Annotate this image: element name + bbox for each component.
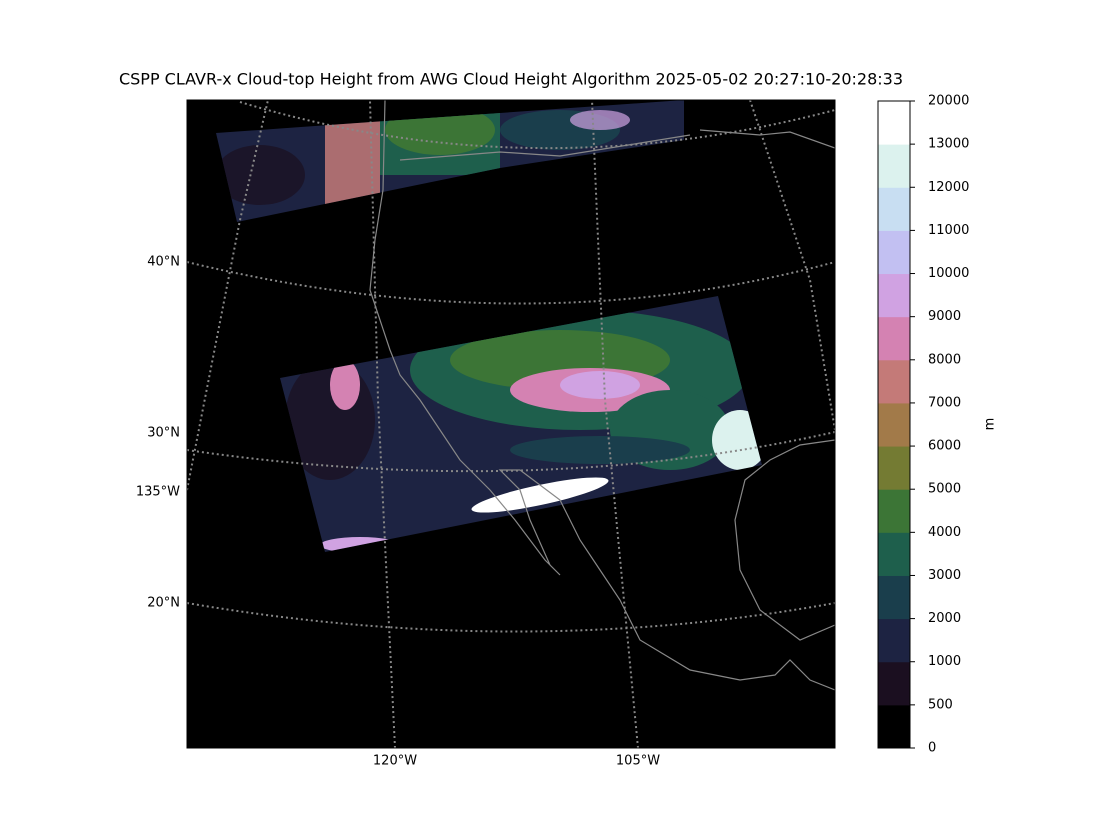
colorbar-tick-label: 5000 [928,482,961,497]
parallel [187,602,835,633]
colorbar-tick-label: 12000 [928,180,969,195]
map [187,100,835,748]
colorbar-tick-label: 13000 [928,137,969,152]
lon-label: 105°W [616,754,660,769]
meridian [749,100,835,431]
colorbar-tick-label: 1000 [928,654,961,669]
colorbar-tick-label: 11000 [928,223,969,238]
colorbar-tick-label: 500 [928,697,953,712]
colorbar-segment [878,144,910,188]
colorbar-segment [878,489,910,533]
colorbar-tick-label: 2000 [928,611,961,626]
coastline [369,100,835,691]
colorbar-tick-label: 7000 [928,395,961,410]
colorbar-segment [878,316,910,361]
parallel [187,431,835,473]
colorbar-tick-label: 3000 [928,568,961,583]
colorbar-segment [878,402,910,447]
lat-label: 20°N [147,596,180,611]
colorbar-segment [878,101,910,145]
lat-label: 40°N [147,255,180,270]
colorbar-tick-label: 0 [928,741,936,756]
colorbar-segment [878,446,910,490]
colorbar-segment [878,187,910,231]
colorbar-tick-label: 6000 [928,439,961,454]
lat-label: 30°N [147,426,180,441]
colorbar: 0 500 1000 2000 3000 4000 5000 6000 7000 8000 9000… [877,94,969,756]
colorbar-segment [878,618,910,663]
meridian [369,100,396,748]
colorbar-segment [878,704,910,749]
colorbar-segment [878,532,910,576]
colorbar-tick-label: 10000 [928,266,969,281]
colorbar-segment [878,661,910,706]
colorbar-tick-label: 4000 [928,525,961,540]
colorbar-frame [877,100,911,749]
colorbar-segment [878,230,910,275]
parallel [187,261,835,305]
colorbar-label: m [983,418,998,431]
colorbar-tick-label: 20000 [928,94,969,109]
colorbar-segment [878,273,910,318]
colorbar-segment [878,359,910,404]
lon-label: 120°W [373,754,417,769]
colorbar-segment [878,575,910,620]
lon-label: 135°W [136,485,180,500]
parallel [239,101,835,150]
colorbar-tick-label: 9000 [928,309,961,324]
title: CSPP CLAVR-x Cloud-top Height from AWG C… [119,70,903,89]
meridian [591,100,639,748]
map-frame [186,99,836,749]
meridian [187,100,269,491]
colorbar-tick-label: 8000 [928,352,961,367]
